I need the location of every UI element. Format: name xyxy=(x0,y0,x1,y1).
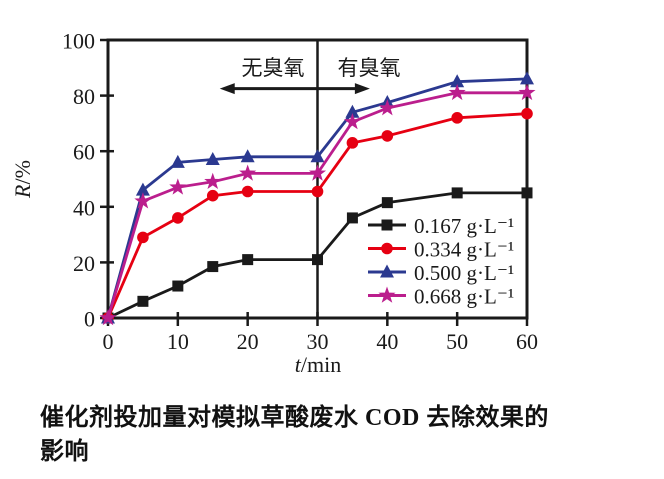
data-point-star xyxy=(169,178,187,195)
series-line-square xyxy=(107,191,527,320)
ozone-arrow-left-head xyxy=(219,83,235,95)
cod-removal-line-chart: 0 10 20 30 40 50 60 0 20 40 60 80 100 0.167 g·L⁻¹0.33… xyxy=(10,29,538,378)
legend-marker-triangle xyxy=(380,264,394,278)
data-point-square xyxy=(207,261,219,273)
data-point-star xyxy=(378,99,396,116)
x-tick-label: 30 xyxy=(307,329,329,354)
data-point-star xyxy=(99,309,117,326)
y-tick-label: 80 xyxy=(73,84,95,109)
data-point-star xyxy=(239,164,257,181)
legend-marker-square xyxy=(381,219,393,231)
data-point-square xyxy=(137,295,149,307)
data-point-star xyxy=(308,164,327,181)
ozone-arrow-right-head xyxy=(354,83,370,95)
data-point-square xyxy=(242,254,254,266)
y-tick-label: 60 xyxy=(73,140,95,165)
data-point-square xyxy=(312,254,323,266)
legend-marker-circle xyxy=(381,242,393,255)
data-point-square xyxy=(172,280,184,292)
legend-label: 0.167 g·L⁻¹ xyxy=(414,214,514,238)
data-point-triangle xyxy=(135,182,150,196)
x-tick-label: 50 xyxy=(446,329,468,354)
data-point-square xyxy=(381,197,393,209)
x-axis-title: t/min xyxy=(295,352,341,377)
data-point-triangle xyxy=(240,149,255,163)
data-point-triangle xyxy=(450,74,465,88)
y-axis-title: R/% xyxy=(10,160,35,199)
y-tick-label: 0 xyxy=(84,307,95,332)
data-point-square xyxy=(451,187,463,199)
y-tick-label: 100 xyxy=(62,29,95,54)
y-tick-label: 40 xyxy=(73,195,95,220)
series-line-star xyxy=(106,91,527,319)
data-point-triangle xyxy=(205,152,220,166)
x-tick-label: 20 xyxy=(237,329,259,354)
x-tick-label: 10 xyxy=(167,329,189,354)
caption-line-1: 催化剂投加量对模拟草酸废水 COD 去除效果的 xyxy=(40,405,549,431)
plot-area: 0 10 20 30 40 50 60 0 20 40 60 80 100 0.167 g·L⁻¹0.33… xyxy=(62,29,538,355)
data-point-circle xyxy=(172,212,184,224)
data-point-circle xyxy=(521,107,533,120)
data-point-circle xyxy=(311,185,324,198)
data-point-star xyxy=(448,83,466,101)
x-tick-label: 40 xyxy=(376,329,398,354)
data-point-circle xyxy=(241,185,254,198)
x-tick-label: 0 xyxy=(103,329,114,354)
data-point-triangle xyxy=(170,154,185,168)
series-line-circle xyxy=(106,112,528,319)
x-tick-label: 60 xyxy=(516,329,538,354)
series-line-triangle xyxy=(106,77,528,319)
data-point-star xyxy=(134,192,152,209)
figure-caption: 催化剂投加量对模拟草酸废水 COD 去除效果的 影响 xyxy=(40,401,636,469)
data-point-triangle xyxy=(310,149,325,163)
data-point-circle xyxy=(451,112,463,124)
legend-marker-star xyxy=(378,286,396,303)
data-point-star xyxy=(343,113,361,130)
data-point-star xyxy=(204,172,222,190)
data-point-circle xyxy=(346,137,359,149)
data-point-star xyxy=(518,83,536,101)
annotation-no-ozone: 无臭氧 xyxy=(242,56,305,80)
data-point-circle xyxy=(206,189,219,202)
caption-line-2: 影响 xyxy=(40,439,89,466)
annotation-with-ozone: 有臭氧 xyxy=(338,56,401,80)
legend-label: 0.500 g·L⁻¹ xyxy=(414,261,514,285)
data-point-triangle xyxy=(520,71,534,85)
y-tick-label: 20 xyxy=(73,251,95,276)
legend-label: 0.668 g·L⁻¹ xyxy=(414,285,514,309)
legend-label: 0.334 g·L⁻¹ xyxy=(414,238,514,262)
data-point-triangle xyxy=(345,104,360,118)
data-point-circle xyxy=(137,231,149,244)
data-point-circle xyxy=(381,130,394,142)
data-point-square xyxy=(346,212,358,224)
data-point-square xyxy=(521,187,533,199)
